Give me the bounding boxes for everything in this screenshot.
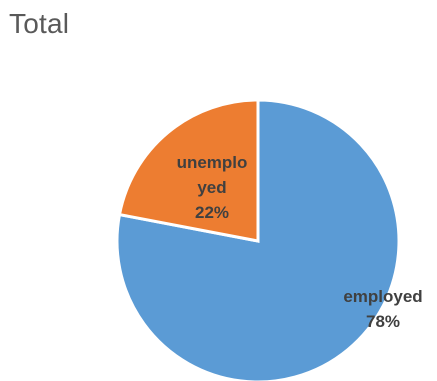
pie-slice-unemployed [117,98,260,243]
pie-slice-employed [115,98,401,381]
data-label-employed: employed 78% [343,287,422,331]
data-label-unemployed: unemplo yed 22% [177,153,248,222]
chart-title: Total [9,8,70,39]
